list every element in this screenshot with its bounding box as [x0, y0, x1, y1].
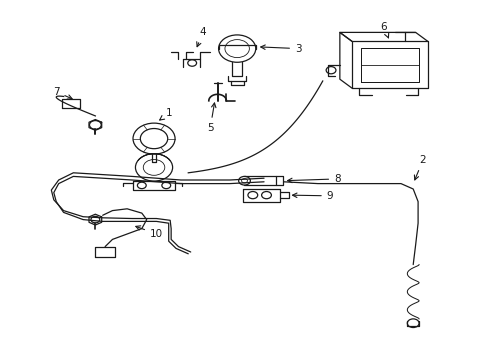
- Text: 9: 9: [292, 191, 333, 201]
- Text: 3: 3: [260, 44, 301, 54]
- Text: 5: 5: [206, 103, 216, 133]
- Text: 8: 8: [287, 174, 340, 184]
- Text: 1: 1: [160, 108, 172, 120]
- Text: 4: 4: [196, 27, 206, 47]
- Text: 6: 6: [380, 22, 388, 38]
- Text: 2: 2: [413, 155, 426, 180]
- Text: 10: 10: [136, 226, 163, 239]
- Text: 7: 7: [53, 87, 72, 99]
